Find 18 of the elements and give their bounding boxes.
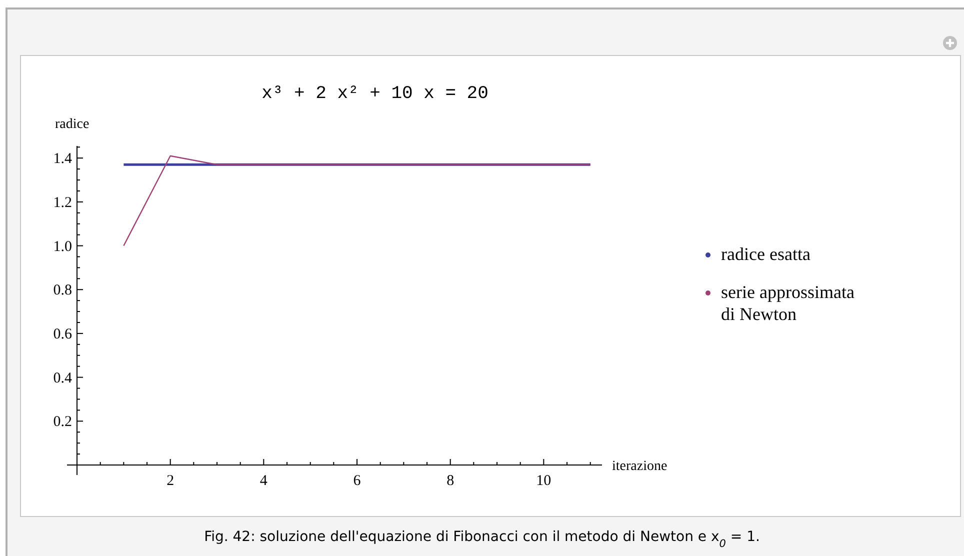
y-tick-label: 1.0 bbox=[53, 238, 72, 255]
chart-title: x³ + 2 x² + 10 x = 20 bbox=[262, 84, 488, 104]
x-tick-label: 10 bbox=[536, 473, 552, 489]
y-tick-label: 0.6 bbox=[53, 326, 72, 342]
y-tick-label: 1.2 bbox=[53, 194, 72, 211]
x-tick-label: 4 bbox=[260, 473, 268, 489]
x-tick-label: 2 bbox=[166, 473, 174, 489]
legend-label: serie approssimata di Newton bbox=[721, 282, 854, 324]
y-tick-label: 0.4 bbox=[53, 370, 72, 386]
legend-label: radice esatta bbox=[721, 244, 810, 264]
x-tick-label: 8 bbox=[446, 473, 454, 489]
caption: Fig. 42: soluzione dell'equazione di Fibonacci con il metodo di Newton e x$_{0}$ = 1. bbox=[204, 529, 760, 550]
y-axis-title: radice bbox=[55, 117, 90, 132]
x-axis-title: iterazione bbox=[612, 459, 668, 474]
y-tick-label: 0.8 bbox=[53, 282, 72, 299]
x-tick-label: 6 bbox=[353, 473, 362, 489]
y-tick-label: 0.2 bbox=[53, 414, 72, 430]
y-tick-label: 1.4 bbox=[53, 151, 72, 168]
